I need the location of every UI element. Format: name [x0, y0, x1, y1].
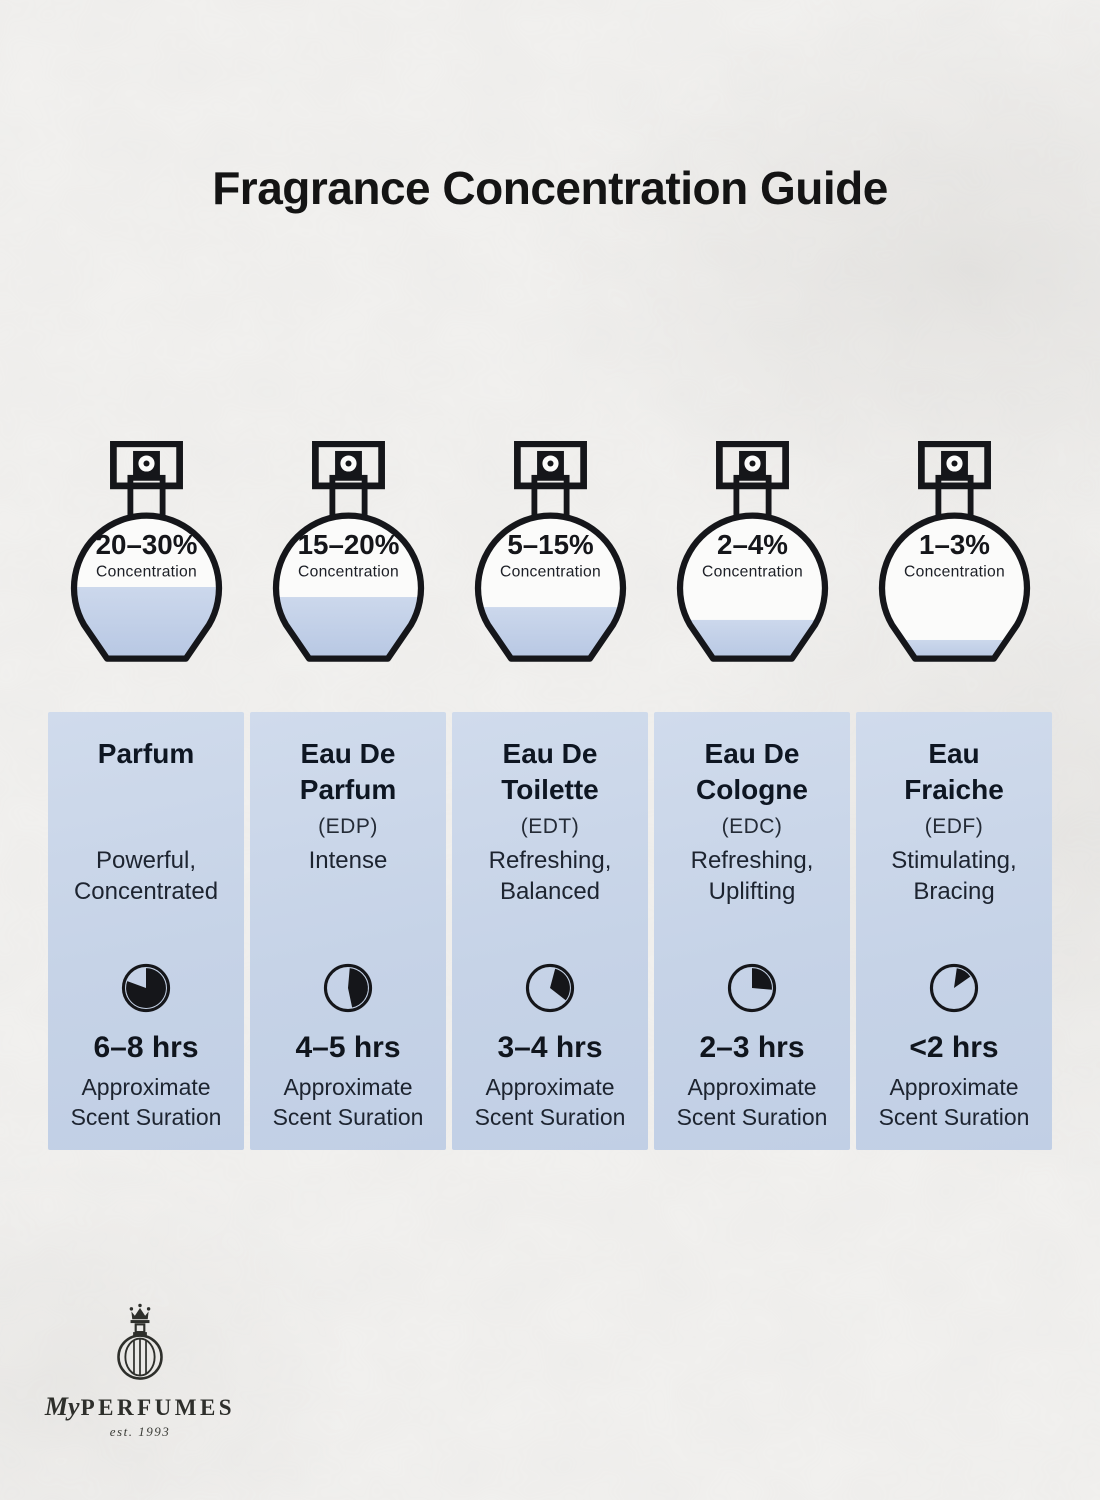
column-abbr: (EDP) — [318, 814, 378, 838]
brand-name: PERFUMES — [80, 1395, 236, 1420]
bottle-concentration-label: Concentration — [298, 563, 399, 580]
bottle-eau-de-cologne: 2–4% Concentration — [654, 441, 850, 665]
duration-clock-icon — [929, 963, 979, 1013]
duration-clock-icon — [323, 963, 373, 1013]
column-caption: Approximate Scent Suration — [474, 1074, 626, 1131]
brand-logo: MyPERFUMES est. 1993 — [40, 1302, 240, 1440]
bottle-range-label: 1–3% — [919, 529, 990, 560]
column-title: Eau De Parfum — [299, 738, 397, 805]
liquid-fill — [73, 587, 219, 659]
column-title: Parfum — [97, 738, 195, 769]
column-duration: <2 hrs — [909, 1031, 999, 1064]
column-caption: Approximate Scent Suration — [878, 1074, 1030, 1131]
page-title: Fragrance Concentration Guide — [212, 161, 888, 214]
column-duration: 3–4 hrs — [497, 1031, 603, 1064]
perfume-bottle-icon: 2–4% Concentration — [676, 441, 828, 662]
duration-clock-icon — [525, 963, 575, 1013]
column-caption: Approximate Scent Suration — [676, 1074, 828, 1131]
bottle-concentration-label: Concentration — [96, 563, 197, 580]
info-columns: Parfum Powerful, Concentrated 6–8 hrs Ap… — [48, 712, 1052, 1150]
bottle-concentration-label: Concentration — [702, 563, 803, 580]
bottle-range-label: 15–20% — [297, 529, 399, 560]
bottle-parfum: 20–30% Concentration — [48, 441, 244, 665]
perfume-bottle-icon: 20–30% Concentration — [70, 441, 222, 662]
column-eau-de-cologne: Eau De Cologne (EDC) Refreshing, Uplifti… — [654, 712, 850, 1150]
bottle-eau-de-parfum: 15–20% Concentration — [250, 441, 446, 665]
column-duration: 4–5 hrs — [295, 1031, 401, 1064]
bottle-concentration-label: Concentration — [904, 563, 1005, 580]
column-duration: 2–3 hrs — [699, 1031, 805, 1064]
column-caption: Approximate Scent Suration — [272, 1074, 424, 1131]
perfume-bottle-icon: 1–3% Concentration — [878, 441, 1030, 662]
brand-name-prefix: My — [44, 1392, 80, 1421]
column-description: Stimulating, Bracing — [891, 847, 1017, 906]
column-description: Intense — [308, 847, 388, 874]
column-eau-de-parfum: Eau De Parfum (EDP) Intense 4–5 hrs Appr… — [250, 712, 446, 1150]
bottle-concentration-label: Concentration — [500, 563, 601, 580]
column-abbr: (EDF) — [924, 814, 984, 838]
perfume-bottle-icon: 5–15% Concentration — [474, 441, 626, 662]
column-abbr: (EDC) — [721, 814, 783, 838]
bottle-range-label: 20–30% — [95, 529, 197, 560]
bottle-eau-fraiche: 1–3% Concentration — [856, 441, 1052, 665]
duration-clock-icon — [121, 963, 171, 1013]
column-description: Refreshing, Uplifting — [690, 847, 814, 906]
column-title: Eau De Toilette — [501, 738, 599, 805]
bottle-range-label: 5–15% — [507, 529, 593, 560]
column-duration: 6–8 hrs — [93, 1031, 199, 1064]
liquid-fill — [275, 597, 421, 659]
bottles-row: 20–30% Concentration — [48, 441, 1052, 665]
column-abbr: (EDT) — [520, 814, 580, 838]
column-description: Refreshing, Balanced — [488, 847, 612, 906]
column-description: Powerful, Concentrated — [73, 847, 219, 906]
column-title: Eau De Cologne — [696, 738, 808, 805]
bottle-range-label: 2–4% — [717, 529, 788, 560]
perfume-bottle-icon: 15–20% Concentration — [272, 441, 424, 662]
brand-logo-icon — [117, 1303, 163, 1380]
column-parfum: Parfum Powerful, Concentrated 6–8 hrs Ap… — [48, 712, 244, 1150]
duration-clock-icon — [727, 963, 777, 1013]
column-title: Eau Fraiche — [904, 738, 1004, 805]
brand-established: est. 1993 — [109, 1424, 171, 1439]
column-eau-de-toilette: Eau De Toilette (EDT) Refreshing, Balanc… — [452, 712, 648, 1150]
clock-wedge — [126, 968, 166, 1008]
bottle-eau-de-toilette: 5–15% Concentration — [452, 441, 648, 665]
column-eau-fraiche: Eau Fraiche (EDF) Stimulating, Bracing <… — [856, 712, 1052, 1150]
column-caption: Approximate Scent Suration — [70, 1074, 222, 1131]
